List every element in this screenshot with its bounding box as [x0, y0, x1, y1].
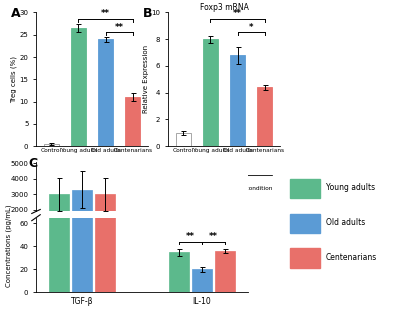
Bar: [95, 0, 115, 292]
Bar: [98, 39, 113, 146]
Text: Young adults: Young adults: [326, 183, 375, 192]
Bar: [72, 0, 92, 292]
Text: C: C: [28, 157, 37, 170]
FancyBboxPatch shape: [290, 213, 320, 233]
Text: **: **: [101, 9, 110, 18]
Text: Treg-polaring condition: Treg-polaring condition: [205, 186, 272, 191]
Text: A: A: [11, 7, 21, 20]
Bar: [44, 144, 58, 146]
Bar: [95, 194, 115, 241]
Text: **: **: [233, 9, 242, 18]
Bar: [72, 190, 92, 241]
Bar: [49, 0, 69, 292]
Title: Foxp3 mRNA: Foxp3 mRNA: [200, 3, 248, 12]
Text: Centenarians: Centenarians: [326, 253, 377, 262]
Text: Concentrations (pg/mL): Concentrations (pg/mL): [6, 204, 12, 287]
Text: **: **: [209, 232, 218, 241]
FancyBboxPatch shape: [290, 179, 320, 198]
Bar: [215, 251, 235, 292]
Bar: [215, 240, 235, 241]
Bar: [49, 194, 69, 241]
Text: **: **: [186, 232, 195, 241]
Y-axis label: Treg cells (%): Treg cells (%): [10, 56, 16, 103]
Text: B: B: [143, 7, 153, 20]
Text: Treg-polaring condition: Treg-polaring condition: [73, 186, 140, 191]
Bar: [258, 87, 272, 146]
Bar: [169, 240, 189, 241]
Bar: [192, 269, 212, 292]
Bar: [169, 252, 189, 292]
Text: *: *: [249, 23, 254, 32]
Y-axis label: Relative Expression: Relative Expression: [142, 45, 148, 114]
Bar: [71, 28, 86, 146]
Text: **: **: [115, 23, 124, 32]
FancyBboxPatch shape: [290, 248, 320, 268]
Text: Old adults: Old adults: [326, 218, 365, 227]
Bar: [203, 39, 218, 146]
Bar: [230, 55, 245, 146]
Bar: [176, 133, 190, 146]
Bar: [126, 97, 140, 146]
